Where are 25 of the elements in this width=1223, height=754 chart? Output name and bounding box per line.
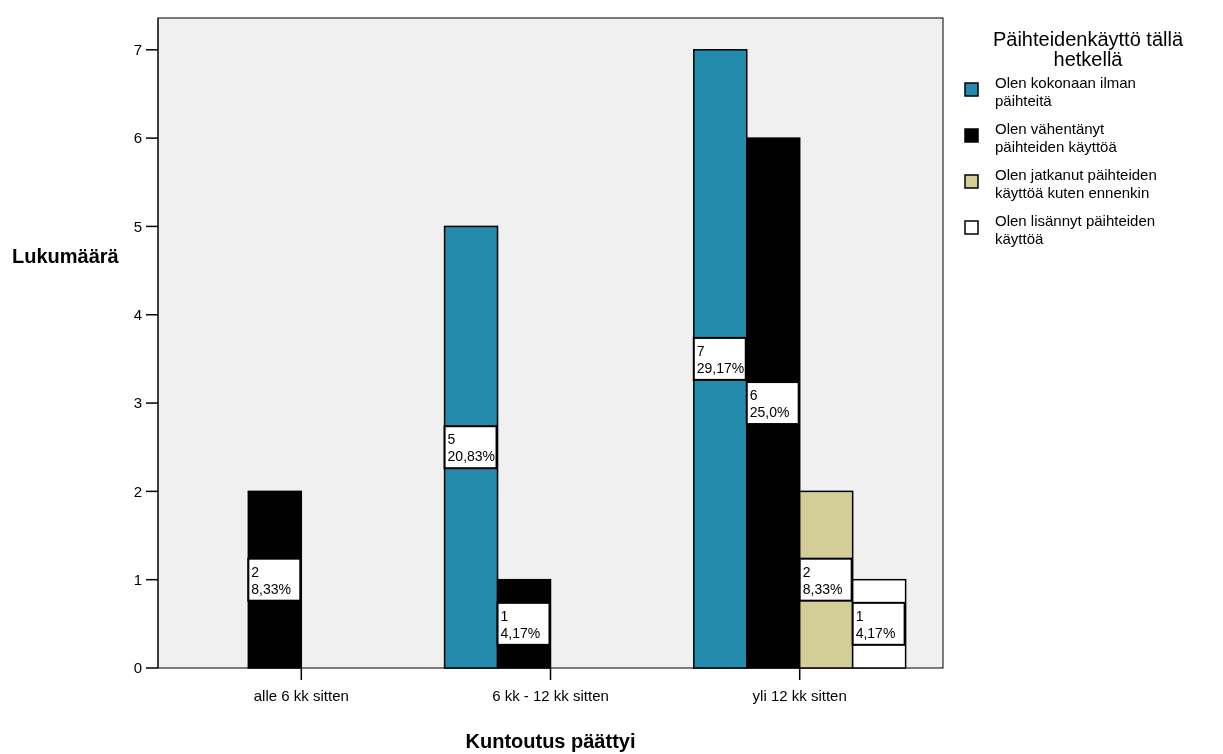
y-tick-label: 4	[133, 305, 142, 323]
y-tick-label: 3	[133, 394, 142, 412]
x-tick-label: 6 kk - 12 kk sitten	[492, 687, 609, 704]
legend-label: Olen lisännyt päihteiden käyttöä	[995, 212, 1156, 247]
data-label: 2 8,33%	[802, 563, 843, 597]
legend-label: Olen vähentänyt päihteiden käyttöä	[995, 120, 1118, 155]
y-axis-title: Lukumäärä	[12, 245, 120, 267]
x-tick-label: yli 12 kk sitten	[752, 687, 847, 704]
data-label: 5 20,83%	[447, 431, 496, 465]
data-label: 1 4,17%	[500, 607, 541, 641]
x-axis-title: Kuntoutus päättyi	[465, 730, 636, 752]
y-tick-label: 2	[133, 482, 142, 500]
data-label: 6 25,0%	[749, 387, 790, 421]
legend-title: Päihteidenkäyttö tällä hetkellä	[992, 28, 1184, 70]
y-tick-label: 1	[133, 570, 142, 588]
x-tick-label: alle 6 kk sitten	[253, 687, 349, 704]
legend-label: Olen kokonaan ilman päihteitä	[995, 74, 1136, 109]
data-label: 7 29,17%	[696, 342, 745, 376]
legend-label: Olen jatkanut päihteiden käyttöä kuten ennenkin	[995, 166, 1157, 201]
y-tick-label: 6	[133, 129, 142, 147]
y-tick-label: 7	[133, 41, 142, 59]
data-label: 2 8,33%	[251, 563, 292, 597]
y-tick-label: 0	[133, 659, 142, 677]
y-tick-label: 5	[133, 217, 142, 235]
data-label: 1 4,17%	[855, 607, 896, 641]
